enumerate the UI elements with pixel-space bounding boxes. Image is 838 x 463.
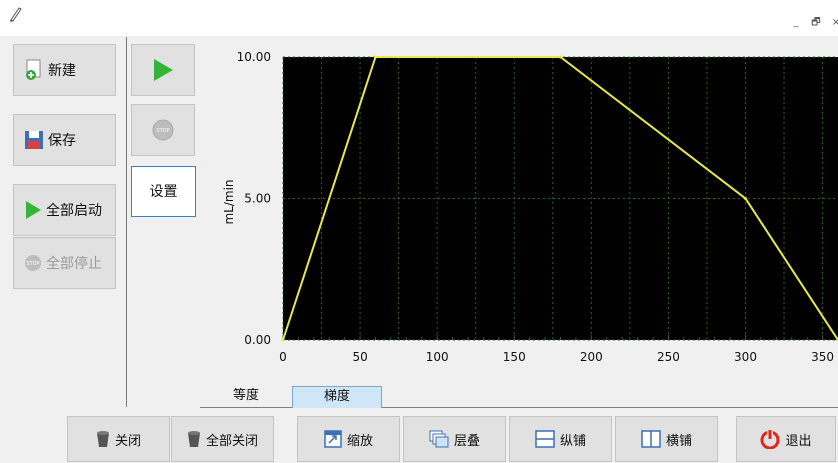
- minimize-button[interactable]: _: [793, 17, 799, 28]
- series-point: [281, 338, 285, 342]
- y-tick-label: 5.00: [244, 192, 271, 206]
- x-tick-label: 50: [352, 350, 367, 364]
- exit-label: 退出: [785, 433, 812, 449]
- start-all-button[interactable]: 全部启动: [13, 184, 116, 236]
- zoom-window-icon: [324, 430, 342, 448]
- power-icon: [760, 429, 780, 449]
- settings-button[interactable]: 设置: [131, 166, 196, 217]
- stop-icon: STOP: [152, 119, 174, 141]
- tile-horizontal-label: 横铺: [665, 433, 692, 449]
- play-icon: [26, 201, 41, 219]
- save-disk-icon: [25, 131, 43, 149]
- cascade-windows-icon: [429, 430, 449, 448]
- tab-isocratic-label: 等度: [232, 388, 259, 403]
- close-button[interactable]: 关闭: [67, 416, 170, 462]
- tab-isocratic[interactable]: 等度: [200, 386, 292, 408]
- tile-vertical-button[interactable]: 纵铺: [509, 416, 612, 462]
- cascade-label: 层叠: [453, 433, 480, 449]
- y-axis-label: mL/min: [222, 179, 236, 224]
- x-tick-label: 150: [503, 350, 526, 364]
- tab-gradient[interactable]: 梯度: [292, 386, 382, 408]
- new-button[interactable]: 新建: [13, 44, 116, 96]
- grid-lines: [282, 56, 838, 341]
- tile-horizontal-button[interactable]: 横铺: [615, 416, 718, 462]
- stop-icon: STOP: [25, 255, 41, 271]
- y-tick-labels: 0.00 5.00 10.00: [237, 50, 271, 347]
- trash-icon: [187, 431, 200, 447]
- series-point: [744, 197, 747, 200]
- stop-all-label: 全部停止: [46, 256, 102, 272]
- play-button[interactable]: [131, 44, 195, 96]
- close-window-button[interactable]: ×: [831, 17, 838, 28]
- title-bar: [0, 0, 838, 36]
- tab-gradient-label: 梯度: [323, 389, 350, 404]
- tile-vertical-icon: [535, 430, 555, 448]
- panel-divider: [126, 37, 127, 407]
- x-tick-label: 0: [279, 350, 287, 364]
- tile-horizontal-icon: [641, 430, 661, 448]
- save-label: 保存: [48, 133, 76, 149]
- close-all-button[interactable]: 全部关闭: [171, 416, 274, 462]
- x-tick-label: 300: [734, 350, 757, 364]
- new-file-icon: [26, 59, 41, 80]
- x-tick-label: 100: [426, 350, 449, 364]
- save-button[interactable]: 保存: [13, 114, 116, 166]
- close-all-label: 全部关闭: [205, 433, 258, 449]
- series-point: [374, 55, 377, 59]
- x-tick-labels: 0 50 100 150 200 250 300 350: [279, 350, 834, 364]
- x-tick-label: 350: [811, 350, 834, 364]
- close-label: 关闭: [114, 433, 141, 449]
- y-tick-label: 10.00: [237, 50, 271, 64]
- new-label: 新建: [48, 63, 76, 79]
- trash-icon: [96, 431, 109, 447]
- zoom-button[interactable]: 缩放: [297, 416, 400, 462]
- stop-button[interactable]: STOP: [131, 104, 195, 156]
- start-all-label: 全部启动: [46, 203, 102, 219]
- play-icon: [154, 59, 173, 81]
- exit-button[interactable]: 退出: [736, 416, 836, 462]
- svg-text:STOP: STOP: [156, 128, 169, 134]
- zoom-label: 缩放: [346, 433, 373, 449]
- tile-vertical-label: 纵铺: [559, 433, 586, 449]
- series-points: [281, 55, 838, 342]
- tab-baseline: [200, 407, 838, 408]
- x-tick-label: 250: [657, 350, 680, 364]
- restore-button[interactable]: 🗗: [811, 17, 821, 28]
- svg-text:STOP: STOP: [26, 261, 39, 267]
- series-point: [559, 55, 562, 59]
- x-tick-label: 200: [580, 350, 603, 364]
- stop-all-button[interactable]: STOP 全部停止: [13, 237, 116, 289]
- pen-icon: [10, 7, 22, 22]
- y-tick-label: 0.00: [244, 333, 271, 347]
- cascade-button[interactable]: 层叠: [403, 416, 506, 462]
- flow-rate-chart: 0.00 5.00 10.00 0 50 100 150 200 250 300 350 mL/m…: [222, 50, 838, 364]
- settings-label: 设置: [149, 184, 178, 200]
